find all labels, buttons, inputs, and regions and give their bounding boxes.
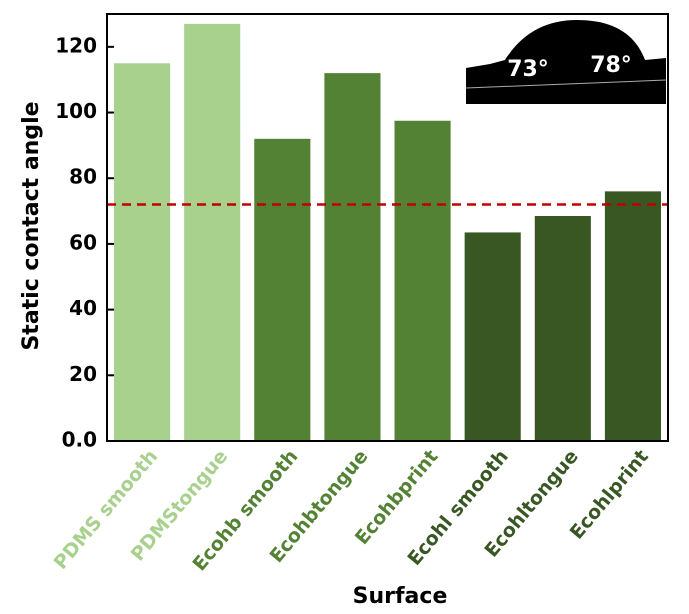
- chart: EcohlprintEcohltongueEcohl smoothEcohbpr…: [0, 0, 689, 610]
- y-axis-title: Static contact angle: [19, 101, 44, 350]
- bar: [605, 191, 661, 441]
- annotation: 78°: [590, 53, 632, 78]
- bar: [254, 139, 310, 441]
- bar: [535, 216, 591, 441]
- inset-image: 73° 78°: [466, 20, 666, 104]
- y-tick-label: 80: [69, 165, 97, 189]
- y-tick-label: 40: [69, 296, 97, 320]
- y-tick-label: 60: [69, 230, 97, 254]
- y-tick-label: 0.0: [62, 428, 97, 452]
- y-tick-label: 20: [69, 362, 97, 386]
- bar: [184, 24, 240, 441]
- y-tick-label: 120: [55, 33, 97, 57]
- bar: [324, 73, 380, 441]
- bar: [465, 232, 521, 441]
- annotation: 73°: [507, 57, 549, 82]
- bar: [395, 121, 451, 441]
- bar: [114, 63, 170, 441]
- y-tick-label: 100: [55, 99, 97, 123]
- x-axis-title: Surface: [353, 584, 448, 609]
